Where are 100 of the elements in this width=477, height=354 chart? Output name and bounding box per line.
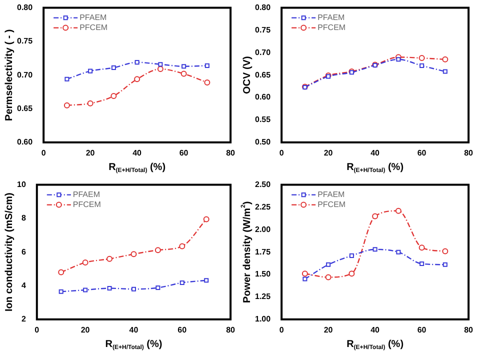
point bbox=[442, 248, 448, 254]
point bbox=[204, 278, 209, 283]
legend-label: PFCEM bbox=[80, 23, 108, 32]
y-tick-label: 0.70 bbox=[16, 70, 34, 80]
point bbox=[156, 286, 160, 290]
point bbox=[179, 243, 186, 250]
point bbox=[131, 286, 136, 292]
point bbox=[64, 102, 70, 108]
x-tick-label: 80 bbox=[464, 148, 474, 158]
point bbox=[372, 213, 378, 220]
y-tick-label: 0.80 bbox=[16, 3, 34, 12]
point bbox=[130, 251, 137, 258]
y-tick-label: 1.75 bbox=[254, 247, 272, 256]
point bbox=[396, 250, 401, 254]
point bbox=[110, 92, 117, 99]
point bbox=[204, 80, 210, 86]
y-tick-label: 0.75 bbox=[254, 25, 272, 34]
x-tick-label: 0 bbox=[41, 148, 46, 158]
x-tick-label: 40 bbox=[132, 148, 142, 158]
y-tick-label: 1.00 bbox=[254, 314, 272, 324]
x-tick-label: 60 bbox=[179, 148, 189, 158]
point bbox=[88, 68, 93, 74]
x-tick-label: 20 bbox=[86, 148, 96, 158]
point bbox=[442, 69, 448, 74]
point bbox=[157, 66, 164, 72]
x-tick-label: 40 bbox=[370, 148, 380, 158]
point bbox=[107, 286, 112, 291]
y-tick-label: 2.25 bbox=[254, 202, 272, 212]
y-tick-label: 0.50 bbox=[254, 138, 272, 147]
y-tick-label: 2.50 bbox=[254, 180, 272, 190]
point bbox=[326, 262, 331, 267]
y-tick-label: 0.75 bbox=[16, 36, 34, 46]
x-tick-label: 20 bbox=[324, 325, 334, 334]
legend-label: PFCEM bbox=[318, 200, 346, 210]
point bbox=[418, 55, 425, 62]
point bbox=[83, 288, 88, 292]
point bbox=[420, 262, 424, 266]
x-tick-label: 40 bbox=[129, 325, 139, 334]
point bbox=[134, 60, 140, 65]
point bbox=[180, 70, 187, 77]
point bbox=[64, 76, 70, 82]
y-tick-label: 0.80 bbox=[254, 3, 272, 12]
legend-label: PFCEM bbox=[318, 23, 346, 32]
point bbox=[204, 63, 210, 68]
point bbox=[58, 289, 64, 294]
y-tick-label: 8 bbox=[21, 214, 26, 223]
x-tick-label: 80 bbox=[226, 148, 236, 158]
y-tick-label: 0.60 bbox=[254, 92, 272, 102]
y-tick-label: 0.65 bbox=[16, 104, 34, 113]
point bbox=[111, 65, 116, 70]
y-axis-title: Ion conductivity (mS/cm) bbox=[4, 192, 15, 312]
y-axis-title: OCV (V) bbox=[242, 56, 253, 94]
x-tick-label: 0 bbox=[279, 325, 284, 334]
point bbox=[182, 64, 186, 69]
y-tick-label: 2.00 bbox=[254, 224, 272, 234]
x-tick-label: 0 bbox=[34, 325, 40, 334]
point bbox=[203, 216, 210, 222]
point bbox=[58, 269, 64, 276]
point bbox=[348, 270, 355, 277]
point bbox=[395, 208, 402, 214]
point bbox=[418, 244, 425, 251]
y-tick-label: 4 bbox=[21, 280, 26, 290]
point bbox=[106, 256, 113, 262]
legend-label: PFAEM bbox=[318, 190, 346, 200]
point bbox=[158, 62, 163, 67]
point bbox=[82, 260, 88, 266]
y-tick-label: 1.50 bbox=[254, 270, 272, 279]
point bbox=[349, 253, 354, 258]
x-tick-label: 60 bbox=[178, 325, 188, 334]
point bbox=[396, 57, 401, 62]
x-tick-label: 0 bbox=[279, 148, 284, 158]
x-tick-label: 80 bbox=[464, 325, 474, 334]
point bbox=[372, 247, 378, 252]
point bbox=[134, 76, 140, 82]
x-tick-label: 80 bbox=[226, 325, 236, 334]
point bbox=[87, 100, 94, 106]
point bbox=[302, 276, 308, 282]
point bbox=[302, 270, 308, 277]
legend-label: PFAEM bbox=[318, 13, 346, 22]
y-tick-label: 1.25 bbox=[254, 292, 272, 302]
point bbox=[420, 63, 424, 68]
legend-label: PFCEM bbox=[72, 200, 102, 210]
y-tick-label: 0.65 bbox=[254, 70, 272, 80]
point bbox=[180, 280, 184, 285]
x-tick-label: 20 bbox=[80, 325, 90, 334]
point bbox=[442, 56, 448, 62]
x-tick-label: 60 bbox=[417, 325, 427, 334]
y-tick-label: 0.60 bbox=[16, 138, 34, 147]
legend-label: PFAEM bbox=[80, 13, 108, 22]
y-tick-label: 6 bbox=[21, 247, 26, 256]
point bbox=[154, 247, 161, 254]
y-tick-label: 0.55 bbox=[254, 115, 272, 124]
y-tick-label: 0.70 bbox=[254, 48, 272, 57]
point bbox=[442, 262, 448, 267]
y-tick-label: 10 bbox=[16, 180, 26, 190]
x-tick-label: 40 bbox=[370, 325, 380, 334]
legend-label: PFAEM bbox=[72, 190, 100, 200]
point bbox=[325, 274, 332, 280]
y-tick-label: 2 bbox=[21, 314, 26, 324]
y-axis-title: Permselectivity ( - ) bbox=[4, 29, 15, 121]
